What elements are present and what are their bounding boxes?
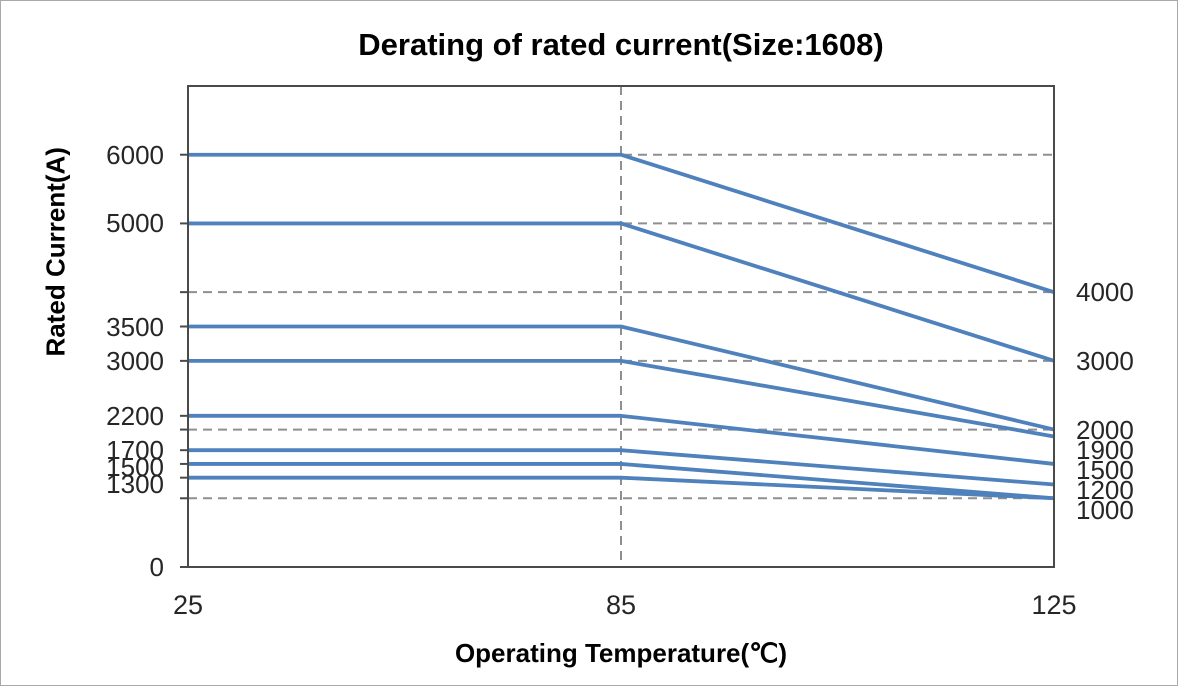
end-label-3000: 3000 — [1076, 345, 1134, 376]
series-line-3500A — [188, 324, 1055, 432]
x-tick-label-85: 85 — [605, 590, 637, 620]
end-label-2000: 2000 — [1076, 414, 1134, 445]
x-axis-title: Operating Temperature(℃) — [454, 638, 788, 668]
series-line-1300A — [188, 475, 1055, 501]
end-label-4000: 4000 — [1076, 277, 1134, 308]
plot-area — [180, 85, 1055, 568]
y-tick-label-1300: 1300 — [106, 469, 164, 500]
plot-frame — [187, 85, 1055, 568]
y-tick-label-3500: 3500 — [106, 311, 164, 342]
x-tick-label-125: 125 — [1031, 590, 1077, 620]
series-line-1700A — [188, 448, 1055, 487]
y-tick-label-1500: 1500 — [106, 452, 164, 483]
chart-title: Derating of rated current(Size:1608) — [358, 27, 884, 62]
series-line-3000A — [188, 358, 1055, 439]
y-tick-label-6000: 6000 — [106, 139, 164, 170]
y-tick-label-3000: 3000 — [106, 345, 164, 376]
y-tick-label-0: 0 — [149, 552, 164, 582]
series-line-6000A — [188, 152, 1055, 294]
y-tick-label-5000: 5000 — [106, 208, 164, 239]
y-tick-label-1700: 1700 — [106, 435, 164, 466]
x-tick-label-25: 25 — [172, 590, 204, 620]
chart-canvas — [180, 85, 1055, 568]
end-label-1900: 1900 — [1076, 434, 1134, 465]
end-label-1500: 1500 — [1076, 454, 1134, 485]
series-line-2200A — [188, 413, 1055, 466]
y-tick-label-2200: 2200 — [106, 400, 164, 431]
series-line-5000A — [188, 221, 1055, 363]
end-label-1000: 1000 — [1076, 494, 1134, 525]
series-line-1500A — [188, 462, 1055, 501]
end-label-1200: 1200 — [1076, 474, 1134, 505]
